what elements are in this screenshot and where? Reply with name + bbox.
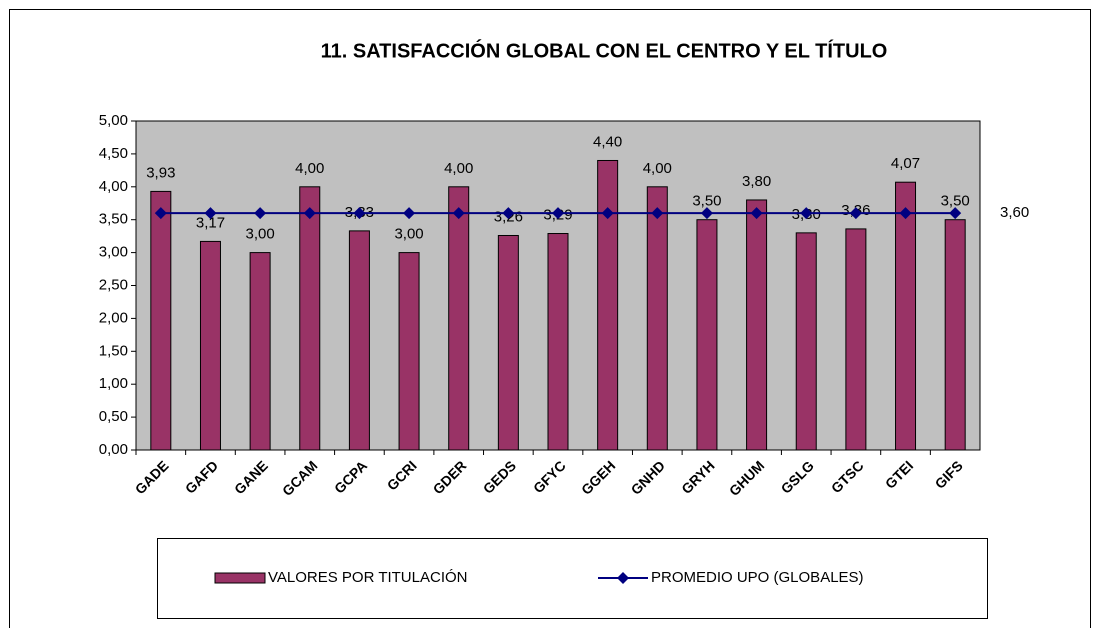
marker xyxy=(949,207,962,220)
value-label: 3,60 xyxy=(1000,204,1029,221)
marker xyxy=(502,207,515,220)
marker xyxy=(452,207,465,220)
value-label: 4,07 xyxy=(891,155,920,172)
marker xyxy=(204,207,217,220)
value-label: 3,93 xyxy=(146,164,175,181)
bar xyxy=(547,233,569,451)
bar xyxy=(895,181,917,451)
bar xyxy=(199,240,221,451)
y-tick-label: 1,50 xyxy=(99,342,128,359)
value-label: 3,80 xyxy=(742,173,771,190)
bar xyxy=(497,234,519,451)
value-label: 3,00 xyxy=(394,226,423,243)
chart-title: 11. SATISFACCIÓN GLOBAL CON EL CENTRO Y … xyxy=(321,38,888,62)
value-label: 3,00 xyxy=(246,226,275,243)
marker xyxy=(601,207,614,220)
marker xyxy=(353,207,366,220)
legend-box xyxy=(157,538,988,619)
marker xyxy=(849,207,862,220)
marker xyxy=(800,207,813,220)
marker xyxy=(651,207,664,220)
marker xyxy=(750,207,763,220)
value-label: 4,00 xyxy=(643,160,672,177)
value-label: 4,00 xyxy=(444,160,473,177)
marker xyxy=(254,207,267,220)
y-tick-label: 0,50 xyxy=(99,408,128,425)
bar xyxy=(348,230,370,451)
y-tick-label: 4,50 xyxy=(99,145,128,162)
legend-swatch xyxy=(214,572,266,584)
y-tick-label: 4,00 xyxy=(99,178,128,195)
value-label: 3,50 xyxy=(941,193,970,210)
bar xyxy=(696,219,718,451)
bar xyxy=(845,228,867,451)
marker xyxy=(552,207,564,220)
marker xyxy=(303,207,316,220)
y-tick-label: 0,00 xyxy=(99,441,128,458)
value-label: 3,50 xyxy=(692,193,721,210)
legend-label: PROMEDIO UPO (GLOBALES) xyxy=(651,569,864,586)
bar xyxy=(746,199,768,451)
marker xyxy=(700,207,713,220)
y-tick-label: 3,00 xyxy=(99,244,128,261)
legend-marker xyxy=(617,572,629,584)
bar xyxy=(646,186,668,451)
bar xyxy=(249,252,271,451)
y-tick-label: 2,00 xyxy=(99,309,128,326)
bar xyxy=(448,186,470,451)
y-tick-label: 1,00 xyxy=(99,375,128,392)
bar xyxy=(597,159,619,451)
bar xyxy=(398,252,420,451)
value-label: 4,40 xyxy=(593,133,622,150)
bar xyxy=(944,219,966,451)
y-tick-label: 2,50 xyxy=(99,276,128,293)
bar xyxy=(795,232,817,451)
legend-label: VALORES POR TITULACIÓN xyxy=(268,569,468,586)
value-label: 4,00 xyxy=(295,160,324,177)
marker xyxy=(899,207,912,220)
y-tick-label: 5,00 xyxy=(99,112,128,129)
bar xyxy=(299,186,321,451)
value-label: 3,17 xyxy=(196,214,225,231)
marker xyxy=(403,207,416,220)
marker xyxy=(154,207,167,220)
bar xyxy=(150,190,172,451)
y-tick-label: 3,50 xyxy=(99,211,128,228)
